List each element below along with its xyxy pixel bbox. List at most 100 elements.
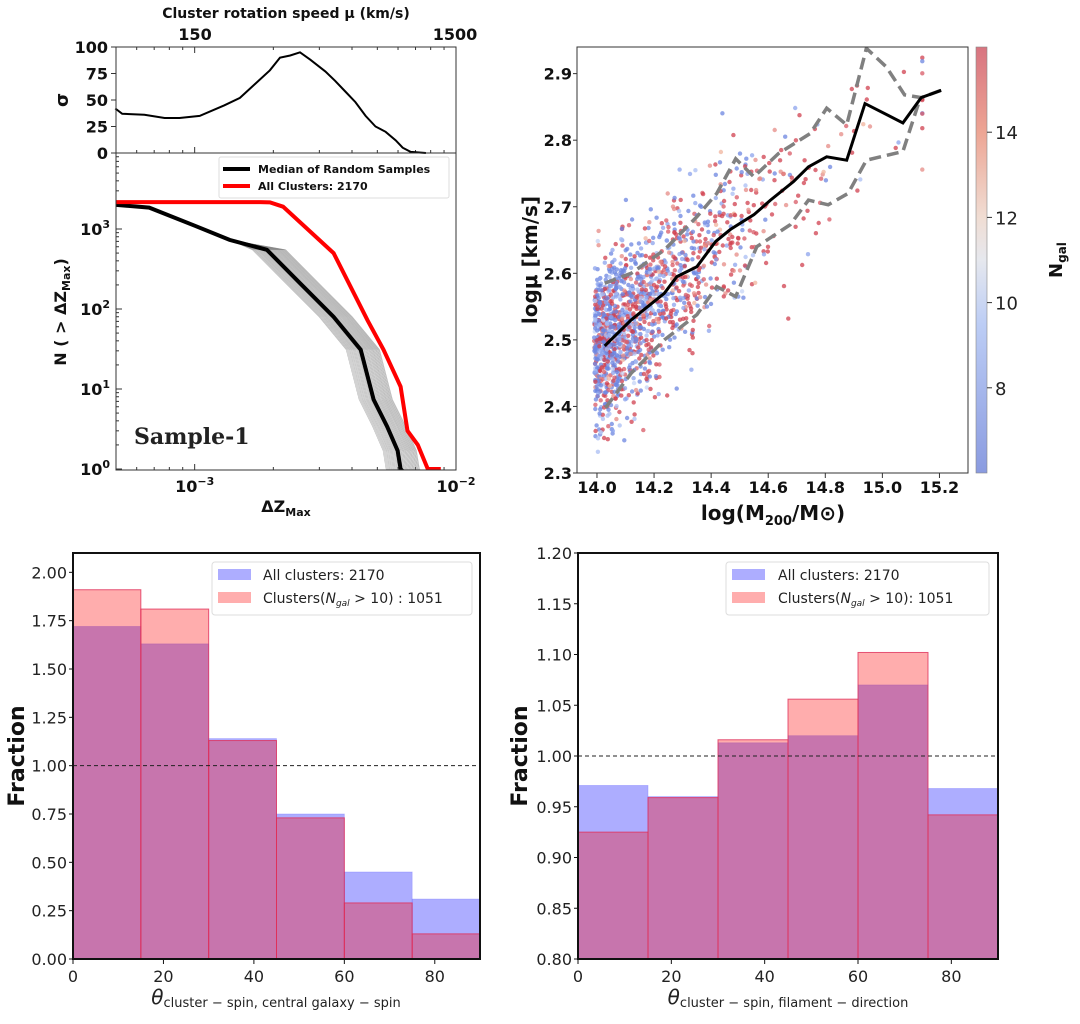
cluster-point: [607, 307, 612, 312]
cluster-point: [601, 328, 606, 333]
cluster-point: [706, 328, 712, 333]
cluster-point: [624, 415, 630, 421]
cluster-point: [633, 321, 638, 326]
cluster-point: [625, 302, 631, 308]
cluster-point: [656, 279, 662, 284]
cluster-point: [739, 289, 745, 294]
cluster-point: [614, 369, 619, 375]
legend-label: Clusters(Ngal > 10) : 1051: [263, 591, 443, 609]
cluster-point: [672, 256, 678, 261]
cluster-point: [649, 337, 654, 343]
cluster-point: [793, 199, 798, 205]
cluster-point: [687, 347, 692, 353]
cluster-point: [623, 256, 628, 262]
cluster-point: [637, 305, 642, 310]
cluster-point: [619, 379, 625, 384]
cluster-point: [670, 259, 675, 265]
cluster-point: [732, 212, 738, 218]
cluster-point: [647, 220, 652, 225]
y-tick-label: 0.80: [536, 950, 572, 969]
cluster-point: [721, 294, 726, 299]
cluster-point: [641, 427, 646, 433]
cluster-point: [690, 257, 695, 262]
cluster-point: [670, 288, 675, 293]
cluster-point: [608, 314, 614, 320]
cluster-point: [741, 295, 746, 300]
cluster-point: [617, 341, 622, 347]
legend: Median of Random Samples All Clusters: 2…: [218, 156, 450, 199]
cluster-point: [805, 208, 810, 213]
cluster-point: [610, 367, 615, 372]
cluster-point: [635, 287, 640, 292]
cluster-point: [618, 349, 623, 355]
cluster-point: [611, 325, 616, 330]
cluster-point: [593, 397, 599, 402]
cluster-point: [713, 214, 718, 219]
colorbar-label: Ngal: [1046, 242, 1069, 278]
cluster-point: [827, 217, 832, 222]
cluster-point: [783, 134, 788, 139]
cluster-point: [826, 143, 831, 149]
cluster-point: [610, 247, 615, 253]
cluster-point: [602, 373, 607, 378]
cluster-point: [753, 280, 758, 285]
cluster-point: [653, 276, 659, 282]
cluster-point: [865, 85, 870, 91]
cluster-point: [691, 193, 696, 198]
y-tick-label: 0.90: [536, 849, 572, 868]
cluster-point: [772, 127, 777, 133]
cluster-point: [627, 325, 632, 330]
cluster-point: [689, 309, 694, 315]
cluster-point: [639, 287, 645, 292]
cluster-point: [620, 371, 625, 376]
cluster-point: [638, 340, 644, 346]
legend-swatch-all: [732, 569, 765, 580]
legend-label: All clusters: 2170: [263, 568, 385, 584]
cluster-point: [920, 59, 925, 64]
cluster-point: [734, 195, 739, 200]
cluster-point: [696, 280, 701, 286]
cluster-point: [629, 419, 634, 424]
cluster-point: [763, 217, 768, 222]
x-tick-label: 14.8: [806, 478, 845, 497]
legend: All clusters: 2170 Clusters(Ngal > 10) :…: [211, 561, 473, 616]
y-tick-label: 1.10: [536, 646, 572, 665]
cluster-point: [608, 251, 614, 256]
bar-ngal-gt-10: [276, 817, 345, 959]
cluster-point: [647, 374, 652, 379]
cluster-point: [690, 229, 696, 234]
cluster-point: [626, 282, 631, 288]
cluster-point: [604, 321, 610, 326]
cluster-point: [761, 229, 766, 234]
legend-swatch-ngal: [732, 592, 765, 603]
cluster-point: [644, 294, 649, 300]
cluster-point: [622, 288, 627, 293]
cluster-point: [592, 370, 597, 375]
cluster-point: [647, 291, 653, 297]
colorbar-tick-label: 8: [995, 379, 1006, 400]
sigma-axes-frame: [115, 46, 457, 154]
cluster-point: [619, 316, 625, 321]
cluster-point: [607, 411, 612, 416]
cluster-point: [631, 380, 637, 386]
cluster-point: [636, 345, 641, 350]
cluster-point: [761, 154, 766, 160]
cluster-point: [680, 275, 686, 280]
cluster-point: [632, 351, 637, 356]
cluster-point: [651, 318, 656, 324]
cluster-point: [619, 237, 624, 242]
cluster-point: [657, 303, 662, 308]
cluster-point: [711, 232, 716, 238]
cluster-point: [646, 328, 651, 334]
cluster-point: [592, 361, 598, 366]
cluster-point: [707, 323, 712, 329]
y-tick-label: 0.00: [31, 950, 67, 969]
cluster-point: [920, 167, 925, 172]
x-tick-label: 14.4: [691, 478, 730, 497]
y-tick-label: 0.85: [536, 899, 572, 918]
cluster-point: [695, 274, 701, 280]
cluster-point: [672, 195, 677, 201]
cluster-point: [688, 306, 694, 311]
colorbar-tick-label: 10: [995, 294, 1018, 315]
cluster-point: [597, 301, 603, 306]
